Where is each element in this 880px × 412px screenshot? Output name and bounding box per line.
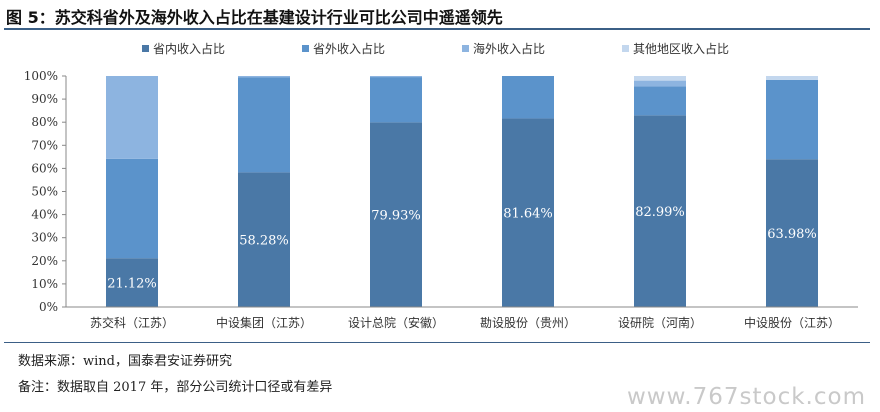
bar-segment [238,77,290,173]
bar-segment [634,76,686,81]
y-tick-label: 90% [31,92,58,106]
data-label: 63.98% [767,227,817,242]
data-label: 21.12% [107,277,157,292]
x-tick-label: 设研院（河南） [618,315,702,330]
y-tick-label: 60% [31,161,58,175]
x-tick-label: 苏交科（江苏） [90,315,174,330]
data-label: 79.93% [371,209,421,224]
x-tick-label: 设计总院（安徽） [348,315,444,330]
legend-label: 省内收入占比 [153,41,225,56]
y-tick-label: 10% [31,277,58,291]
data-label: 58.28% [239,234,289,249]
legend-swatch [302,45,309,52]
bar-segment [634,80,686,87]
bar-segment [106,158,158,259]
bar-segment [502,76,554,119]
x-tick-label: 勘设股份（贵州） [480,316,576,330]
stacked-bar-chart: 省内收入占比 省外收入占比 海外收入占比 其他地区收入占比 0% 10% 20% 30% 40… [24,41,858,330]
y-axis: 0% 10% 20% 30% 40% 50% 60% 70% 80% 90% 100% [24,69,67,314]
bar-segment [766,76,818,80]
bar-segment [106,76,158,159]
x-axis: 苏交科（江苏） 中设集团（江苏） 设计总院（安徽） 勘设股份（贵州） 设研院（河南） 中设… [66,306,858,330]
bar-segment [502,118,554,308]
figure-title: 图 5：苏交科省外及海外收入占比在基建设计行业可比公司中遥遥领先 [6,8,503,27]
legend-swatch [622,45,629,52]
legend-swatch [142,45,149,52]
bar-segment [238,76,290,78]
y-tick-label: 30% [31,231,58,245]
bar-segment [370,77,422,123]
bar-segment [238,172,290,307]
title-rule [4,28,870,30]
y-tick-label: 100% [24,69,58,83]
x-tick-label: 中设股份（江苏） [744,315,840,330]
data-label: 82.99% [635,205,685,220]
bar-segment [106,258,158,307]
data-label: 81.64% [503,207,553,222]
remark-note: 备注：数据取自 2017 年，部分公司统计口径或有差异 [18,380,333,395]
legend-label: 海外收入占比 [473,41,545,56]
watermark: www.767stock.com [626,384,866,410]
bar-segment [634,115,686,308]
bar-segment [766,159,818,307]
y-tick-label: 50% [31,185,58,199]
legend-swatch [462,45,469,52]
x-tick-label: 中设集团（江苏） [216,315,312,330]
legend-label: 省外收入占比 [313,41,385,56]
bar-segment [370,122,422,308]
bottom-rule [4,342,870,343]
bars: 21.12% 58.28% 79.93% 81.64% 82.99% 63.98% [106,76,818,308]
chart-legend: 省内收入占比 省外收入占比 海外收入占比 其他地区收入占比 [142,41,729,56]
data-source-note: 数据来源：wind，国泰君安证券研究 [18,354,232,369]
y-tick-label: 20% [31,254,58,268]
bar-segment [766,79,818,160]
y-tick-label: 0% [39,300,58,314]
bar-segment [370,76,422,78]
bar-segment [634,86,686,116]
legend-label: 其他地区收入占比 [633,41,729,56]
y-tick-label: 70% [31,138,58,152]
y-tick-label: 80% [31,115,58,129]
y-tick-label: 40% [31,208,58,222]
